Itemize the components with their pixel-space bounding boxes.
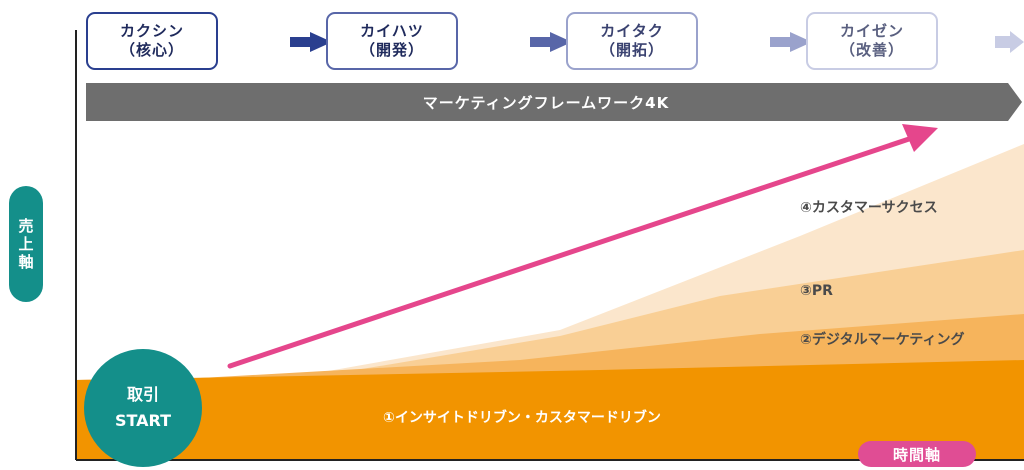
x-axis-label: 時間軸 xyxy=(892,445,941,464)
y-axis-char: 上 xyxy=(18,235,34,253)
stage-kaihatsu: カイハツ （開発） xyxy=(326,12,458,70)
stage-arrow-3 xyxy=(770,32,812,52)
framework-bar xyxy=(86,83,1022,121)
start-line2: START xyxy=(114,411,172,430)
stage-title: カクシン xyxy=(119,22,184,40)
x-axis-pill xyxy=(858,441,976,467)
y-axis-char: 軸 xyxy=(18,253,34,271)
y-axis-char: 売 xyxy=(18,217,34,235)
stage-subtitle: （改善） xyxy=(839,41,904,59)
framework-label: マーケティングフレームワーク4K xyxy=(422,93,670,112)
growth-arrow-head xyxy=(902,124,938,152)
stage-kakushin: カクシン （核心） xyxy=(86,12,218,70)
stage-subtitle: （開発） xyxy=(359,41,424,59)
stage-subtitle: （核心） xyxy=(119,41,184,59)
start-label: 取引 START xyxy=(84,349,202,467)
band-label-customer-success: ④カスタマーサクセス xyxy=(800,200,938,216)
y-axis-pill xyxy=(9,186,43,302)
band-label-pr: ③PR xyxy=(800,283,833,299)
stage-kaizen: カイゼン （改善） xyxy=(806,12,938,70)
band-insight-driven xyxy=(76,360,1024,460)
start-line1: 取引 xyxy=(126,385,159,404)
stage-title: カイタク xyxy=(600,22,664,40)
y-axis-label: 売 上 軸 xyxy=(9,186,43,302)
band-label-digital-marketing: ②デジタルマーケティング xyxy=(800,332,965,348)
band-label-insight-driven: ①インサイトドリブン・カスタマードリブン xyxy=(383,410,661,426)
stage-arrow-4 xyxy=(995,31,1024,53)
growth-arrow-shaft xyxy=(227,135,915,369)
start-circle xyxy=(84,349,202,467)
stage-title: カイハツ xyxy=(360,22,424,40)
stage-arrow-2 xyxy=(530,32,572,52)
stage-subtitle: （開拓） xyxy=(599,41,664,59)
stage-arrow-1 xyxy=(290,32,332,52)
stage-kaitaku: カイタク （開拓） xyxy=(566,12,698,70)
stage-title: カイゼン xyxy=(839,22,904,40)
